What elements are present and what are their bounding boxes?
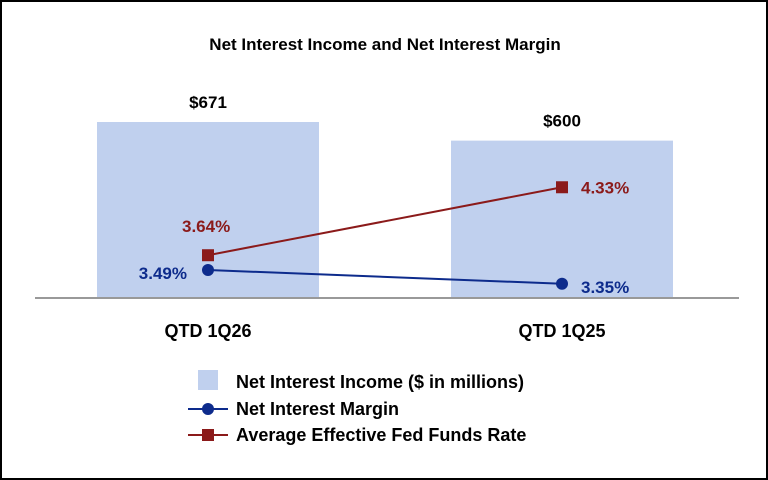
nim-label-1: 3.49%: [139, 264, 187, 283]
chart-title: Net Interest Income and Net Interest Mar…: [209, 35, 560, 54]
legend-label-nii: Net Interest Income ($ in millions): [236, 372, 524, 392]
legend-swatch-nii: [198, 370, 218, 390]
legend-label-ffr: Average Effective Fed Funds Rate: [236, 425, 526, 445]
fed-funds-label-2: 4.33%: [581, 178, 629, 197]
nim-point-1: [202, 264, 214, 276]
legend: Net Interest Income ($ in millions) Net I…: [188, 370, 526, 445]
lines-group: 3.64% 4.33% 3.49% 3.35%: [139, 178, 629, 297]
nim-line: [207, 269, 563, 285]
nim-point-2: [556, 277, 568, 290]
legend-label-nim: Net Interest Margin: [236, 399, 399, 419]
fed-funds-label-1: 3.64%: [182, 217, 230, 236]
fed-funds-point-1: [202, 249, 214, 262]
legend-marker-nim: [202, 403, 214, 415]
fed-funds-point-2: [556, 181, 568, 194]
bar-value-label-2: $600: [543, 112, 581, 131]
nim-label-2: 3.35%: [581, 278, 629, 297]
category-label-1: QTD 1Q26: [164, 321, 251, 341]
category-label-2: QTD 1Q25: [518, 321, 605, 341]
fed-funds-line: [207, 186, 563, 257]
legend-marker-ffr: [202, 429, 214, 441]
bar-value-label-1: $671: [189, 93, 227, 112]
bar-2: [451, 140, 673, 298]
category-labels: QTD 1Q26 QTD 1Q25: [164, 321, 605, 341]
